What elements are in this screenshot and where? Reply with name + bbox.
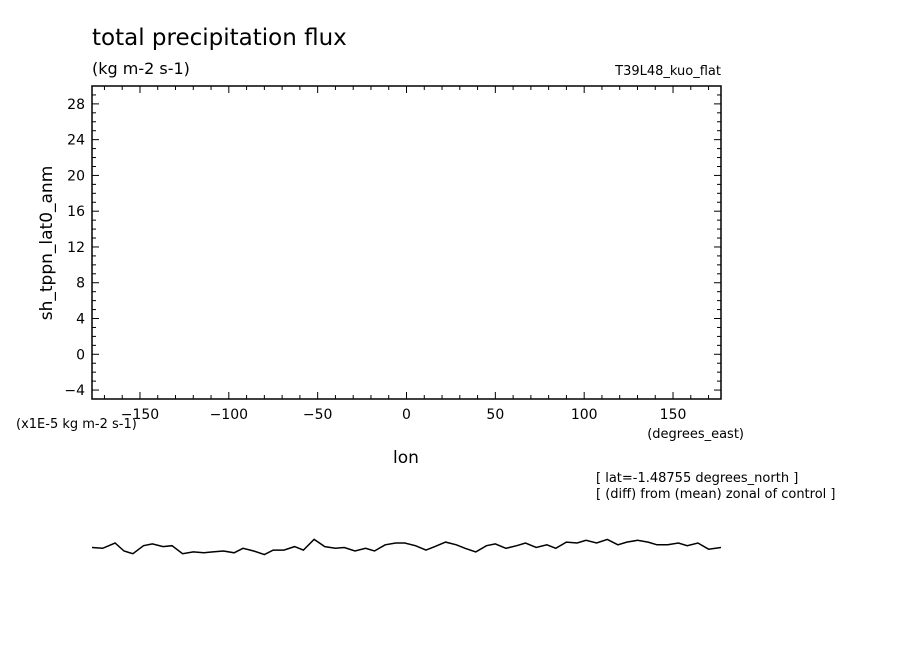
y-tick-label: 16: [67, 204, 85, 220]
x-tick-label: 50: [486, 407, 504, 423]
y-axis-ticks: [92, 85, 721, 400]
y-tick-labels: −4 0 4 8 12 16 20 24 28: [64, 97, 85, 399]
x-axis-label: lon: [393, 448, 419, 468]
y-axis-label: sh_tppn_lat0_anm: [37, 166, 57, 321]
y-tick-label: 28: [67, 97, 85, 113]
annotation-diff: [ (diff) from (mean) zonal of control ]: [596, 487, 835, 502]
y-tick-label: 8: [76, 276, 85, 292]
x-tick-label: −150: [121, 407, 159, 423]
x-tick-label: −100: [210, 407, 248, 423]
y-tick-label: −4: [64, 383, 85, 399]
x-tick-label: 150: [660, 407, 687, 423]
y-tick-label: 20: [67, 168, 85, 184]
y-tick-label: 12: [67, 240, 85, 256]
y-tick-label: 24: [67, 133, 85, 149]
y-scale-note: (x1E-5 kg m-2 s-1): [16, 417, 137, 432]
x-tick-label: 100: [571, 407, 598, 423]
annotation-lat: [ lat=-1.48755 degrees_north ]: [596, 471, 798, 486]
y-tick-label: 0: [76, 347, 85, 363]
y-tick-label: 4: [76, 312, 85, 328]
series-line: [91, 538, 722, 556]
chart-units: (kg m-2 s-1): [92, 59, 190, 78]
x-axis-ticks: [103, 86, 710, 399]
x-units: (degrees_east): [647, 427, 744, 442]
x-tick-label: 0: [402, 407, 411, 423]
run-label: T39L48_kuo_flat: [614, 64, 721, 79]
plot-frame: [91, 85, 722, 400]
x-tick-label: −50: [303, 407, 333, 423]
chart-title: total precipitation flux: [92, 25, 347, 51]
x-tick-labels: −150 −100 −50 0 50 100 150: [121, 407, 687, 423]
